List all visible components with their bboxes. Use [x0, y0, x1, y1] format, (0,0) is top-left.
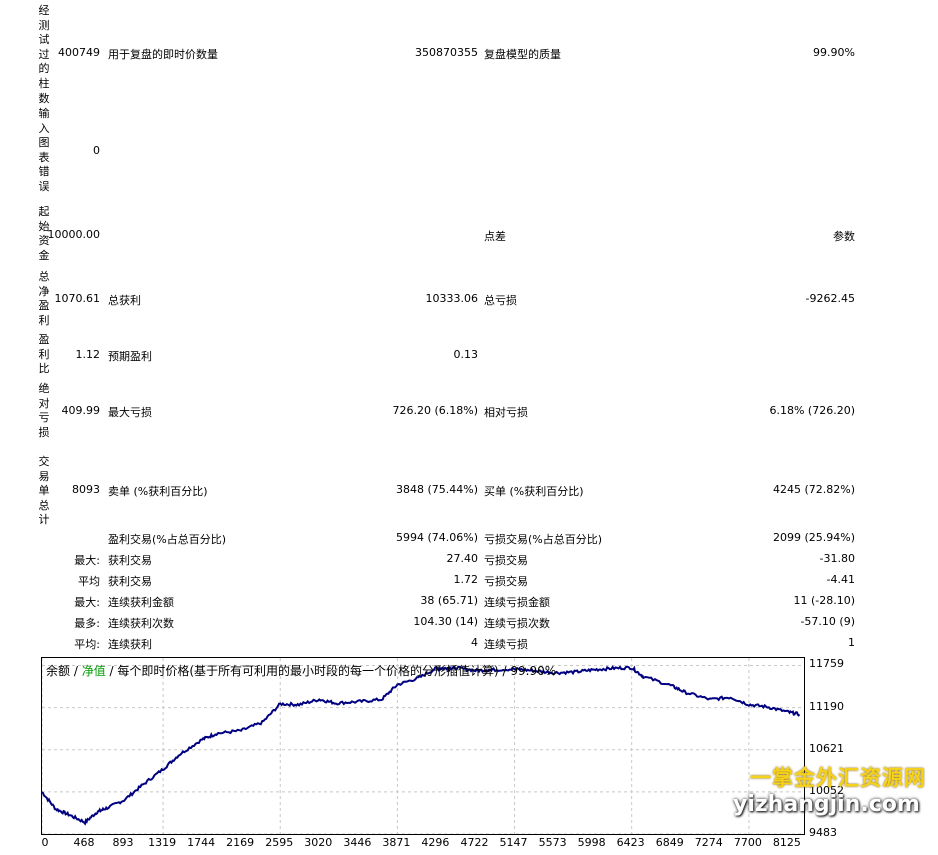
row-value-3: 参数: [833, 230, 855, 243]
trade-value-3: -57.10 (9): [800, 615, 855, 628]
row-value-2: 726.20 (6.18%): [392, 404, 478, 417]
row-value: 409.99: [61, 404, 101, 417]
balance-series-line: [42, 664, 801, 826]
trade-value-3: 2099 (25.94%): [772, 531, 855, 544]
trade-key-3: 亏损交易: [484, 554, 528, 567]
x-tick-label: 2169: [226, 836, 255, 849]
trade-prefix: 平均: [78, 575, 100, 588]
row-key-2: 总获利: [108, 294, 141, 307]
row-label: 总净盈利: [38, 270, 50, 327]
row-key-3: 相对亏损: [484, 406, 528, 419]
watermark-url: yizhangjin.com: [733, 792, 920, 817]
trade-value-2: 38 (65.71): [420, 594, 478, 607]
x-tick-label: 7700: [733, 836, 762, 849]
trade-value-2: 1.72: [453, 573, 479, 586]
row-value-2: 3848 (75.44%): [395, 483, 478, 496]
row-key-2: 卖单 (%获利百分比): [108, 485, 208, 498]
row-key-2: 最大亏损: [108, 406, 152, 419]
row-value: 1.12: [75, 348, 101, 361]
x-tick-label: 1744: [187, 836, 216, 849]
chart-legend: 余额 / 净值 / 每个即时价格(基于所有可利用的最小时段的每一个价格的分形插值…: [46, 662, 556, 679]
balance-chart: [41, 657, 805, 835]
trade-prefix: 最多:: [74, 617, 100, 630]
row-key-2: 用于复盘的即时价数量: [108, 48, 218, 61]
row-value-2: 350870355: [415, 46, 478, 59]
trade-key-2: 获利交易: [108, 554, 152, 567]
trade-value-3: -4.41: [826, 573, 855, 586]
legend-separator: /: [70, 664, 82, 678]
trade-value-3: 11 (-28.10): [793, 594, 855, 607]
row-value-2: 10333.06: [425, 292, 479, 305]
y-tick-label: 11759: [809, 657, 844, 671]
trade-key-2: 连续获利金额: [108, 596, 174, 609]
trade-key-3: 连续亏损: [484, 638, 528, 651]
trade-prefix: 最大:: [74, 596, 100, 609]
row-value: 0: [93, 144, 100, 157]
x-tick-label: 6849: [655, 836, 684, 849]
x-tick-label: 5573: [538, 836, 567, 849]
x-tick-label: 6423: [616, 836, 645, 849]
trade-prefix: 平均:: [74, 638, 100, 651]
row-value: 8093: [72, 483, 100, 496]
trade-value-2: 5994 (74.06%): [395, 531, 478, 544]
trade-value-2: 27.40: [446, 552, 479, 565]
legend-equity: 净值: [81, 664, 106, 678]
row-key-3: 点差: [484, 230, 506, 243]
y-tick-label: 10621: [809, 741, 844, 755]
trade-value-3: 1: [848, 636, 855, 649]
row-label: 输入图表错误: [38, 107, 50, 193]
row-label: 绝对亏损: [38, 382, 50, 439]
trade-key-2: 连续获利: [108, 638, 152, 651]
y-tick-label: 11190: [809, 699, 844, 713]
x-tick-label: 3446: [343, 836, 372, 849]
row-label: 经测试过的柱数: [38, 4, 50, 105]
x-tick-label: 2595: [265, 836, 294, 849]
row-key-3: 复盘模型的质量: [484, 48, 561, 61]
x-tick-label: 7274: [694, 836, 723, 849]
trade-key-2: 连续获利次数: [108, 617, 174, 630]
row-value-2: 0.13: [453, 348, 479, 361]
watermark-cn: 一掌金外汇资源网: [750, 766, 926, 790]
row-value-3: 99.90%: [813, 46, 855, 59]
trade-key-3: 连续亏损金额: [484, 596, 550, 609]
row-value: 10000.00: [47, 228, 101, 241]
row-value-3: -9262.45: [805, 292, 855, 305]
trade-value-2: 104.30 (14): [413, 615, 478, 628]
legend-model-text: / 每个即时价格(基于所有可利用的最小时段的每一个价格的分形插值计算) / 99…: [105, 664, 557, 678]
trade-key-3: 亏损交易(%占总百分比): [484, 533, 603, 546]
trade-value-2: 4: [471, 636, 478, 649]
x-tick-label: 5147: [499, 836, 528, 849]
trade-key-3: 亏损交易: [484, 575, 528, 588]
legend-balance: 余额: [46, 664, 71, 678]
x-tick-label: 3020: [304, 836, 333, 849]
row-key-3: 总亏损: [484, 294, 517, 307]
x-tick-label: 1319: [148, 836, 177, 849]
row-label: 起始资金: [38, 205, 50, 262]
row-key-2: 预期盈利: [108, 350, 152, 363]
row-label: 盈利比: [38, 333, 50, 376]
x-tick-label: 3871: [382, 836, 411, 849]
x-tick-label: 8125: [772, 836, 801, 849]
row-key-3: 买单 (%获利百分比): [484, 485, 584, 498]
x-tick-label: 5998: [577, 836, 606, 849]
x-tick-label: 468: [73, 836, 95, 849]
x-tick-label: 0: [41, 836, 49, 849]
row-value-3: 4245 (72.82%): [772, 483, 855, 496]
trade-key-3: 连续亏损次数: [484, 617, 550, 630]
y-tick-label: 10052: [809, 783, 844, 797]
row-value: 1070.61: [54, 292, 101, 305]
trade-key-2: 盈利交易(%占总百分比): [108, 533, 227, 546]
balance-chart-svg: [42, 658, 804, 834]
trade-prefix: 最大:: [74, 554, 100, 567]
trade-key-2: 获利交易: [108, 575, 152, 588]
x-tick-label: 4296: [421, 836, 450, 849]
row-value: 400749: [58, 46, 100, 59]
row-value-3: 6.18% (726.20): [769, 404, 855, 417]
x-tick-label: 4722: [460, 836, 489, 849]
trade-value-3: -31.80: [819, 552, 855, 565]
row-label: 交易单总计: [38, 455, 50, 527]
y-tick-label: 9483: [809, 826, 837, 839]
x-tick-label: 893: [112, 836, 134, 849]
